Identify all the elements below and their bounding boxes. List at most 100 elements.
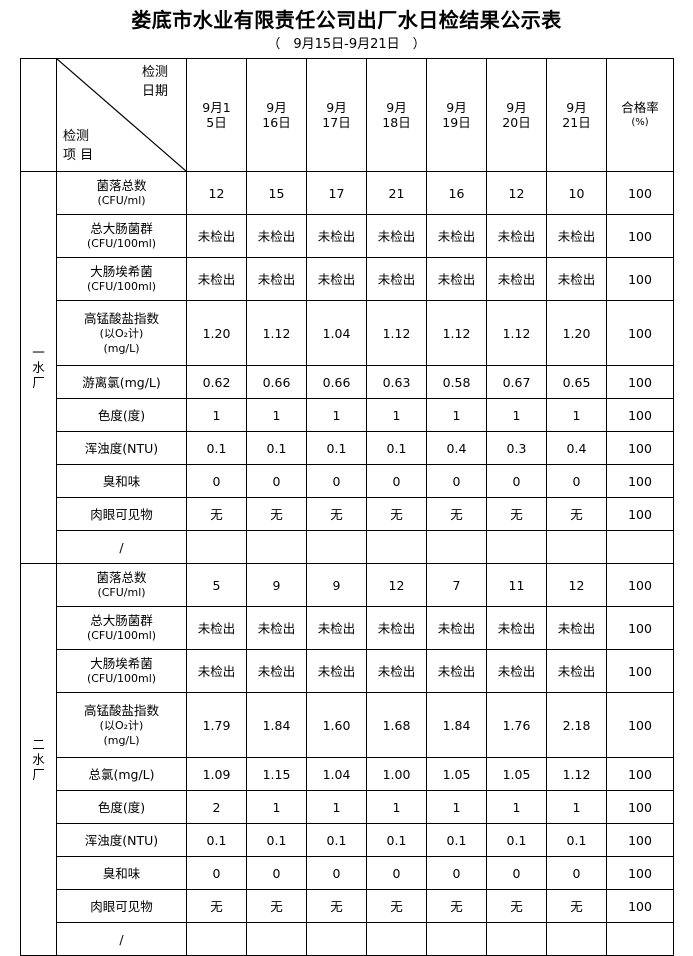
row-item-name-line1: 臭和味 — [102, 865, 141, 881]
row-item-name: 浑浊度(NTU) — [56, 823, 187, 857]
table-row: 肉眼可见物无无无无无无无 100 — [21, 497, 674, 531]
row-value-cell: 1 — [486, 398, 547, 432]
row-value-cell: 未检出 — [546, 606, 607, 650]
row-value-cell: 1 — [186, 398, 247, 432]
row-value-cell: 未检出 — [366, 606, 427, 650]
row-item-name-line2: (以O₂计) — [99, 326, 144, 340]
row-item-name-line1: 肉眼可见物 — [90, 506, 153, 522]
header-date-line2: 19日 — [442, 115, 471, 130]
row-item-name: 臭和味 — [56, 856, 187, 890]
row-value-cell — [306, 530, 367, 564]
row-value-cell: 无 — [246, 889, 307, 923]
row-value-cell: 无 — [546, 497, 607, 531]
row-item-name-line1: 大肠埃希菌 — [90, 656, 153, 671]
row-value-cell: 未检出 — [186, 649, 247, 693]
header-date-col-6: 9月 20日 — [486, 58, 547, 172]
row-value-cell: 0.66 — [246, 365, 307, 399]
row-value-cell: 0 — [246, 856, 307, 890]
row-pass-rate-cell — [606, 922, 674, 956]
row-value-cell: 0.1 — [246, 431, 307, 465]
row-value-cell: 未检出 — [306, 214, 367, 258]
row-value-cell: 无 — [486, 889, 547, 923]
row-item-name-line1: 浑浊度(NTU) — [84, 832, 159, 848]
row-pass-rate-cell: 100 — [606, 464, 674, 498]
row-value-cell: 1 — [546, 398, 607, 432]
row-value-cell: 0.1 — [366, 823, 427, 857]
row-value-cell — [426, 922, 487, 956]
row-value-cell: 未检出 — [186, 214, 247, 258]
row-item-name-line1: 游离氯(mg/L) — [82, 374, 161, 390]
row-value-cell — [546, 922, 607, 956]
table-row: 高锰酸盐指数 (以O₂计) (mg/L) 1.79 1.84 1.60 1.68 1.84 1.… — [21, 692, 674, 758]
row-value-cell: 9 — [306, 563, 367, 607]
row-pass-rate-cell: 100 — [606, 398, 674, 432]
water-quality-table: 检测 日期 检测项 目 9月1 5日 9月 16日 9月 17日 9月 18日 9月 19日 9月 20日 9… — [20, 58, 674, 956]
row-value-cell: 1.00 — [366, 757, 427, 791]
row-value-cell: 未检出 — [486, 214, 547, 258]
row-value-cell: 未检出 — [306, 257, 367, 301]
row-value-cell: 无 — [426, 497, 487, 531]
row-item-name: 总氯(mg/L) — [56, 757, 187, 791]
table-header-row: 检测 日期 检测项 目 9月1 5日 9月 16日 9月 17日 9月 18日 9月 19日 9月 20日 9… — [20, 58, 674, 172]
header-date-line2: 21日 — [562, 115, 591, 130]
header-date-line1: 9月 — [566, 100, 587, 115]
row-value-cell: 0 — [546, 464, 607, 498]
plant-label-char: 厂 — [32, 375, 45, 390]
row-value-cell: 1.20 — [186, 300, 247, 366]
row-value-cell: 1.04 — [306, 300, 367, 366]
row-value-cell: 12 — [486, 171, 547, 215]
row-item-name-line2: (CFU/100ml) — [86, 280, 157, 293]
table-row: 色度(度) 2 1 1 1 1 1 1 100 — [21, 790, 674, 824]
table-row: 大肠埃希菌 (CFU/100ml) 未检出 未检出 未检出 未检出 未检出 未检出 未检出 100 — [21, 649, 674, 693]
header-date-line2: 5日 — [206, 115, 227, 130]
row-pass-rate-cell — [606, 530, 674, 564]
row-value-cell: 0 — [366, 856, 427, 890]
table-row: / — [21, 922, 674, 956]
header-date-col-3: 9月 17日 — [306, 58, 367, 172]
header-pass-rate-label: 合格率 — [621, 100, 659, 115]
header-corner-diagonal-cell: 检测 日期 检测项 目 — [56, 58, 187, 172]
header-date-line1: 9月1 — [202, 100, 231, 115]
header-date-line1: 9月 — [326, 100, 347, 115]
row-value-cell: 无 — [426, 889, 487, 923]
header-date-line2: 16日 — [262, 115, 291, 130]
header-date-line2: 20日 — [502, 115, 531, 130]
row-value-cell — [426, 530, 487, 564]
row-item-name-line1: 臭和味 — [102, 473, 141, 489]
row-value-cell: 2 — [186, 790, 247, 824]
header-date-line2: 17日 — [322, 115, 351, 130]
row-value-cell: 1.15 — [246, 757, 307, 791]
row-value-cell: 1.79 — [186, 692, 247, 758]
date-range-subtitle: （ 9月15日-9月21日 ） — [267, 37, 426, 52]
row-value-cell: 未检出 — [426, 257, 487, 301]
table-row: 浑浊度(NTU) 0.1 0.1 0.1 0.1 0.4 0.3 0.4 100 — [21, 431, 674, 465]
plant-label-char: 水 — [32, 752, 45, 767]
table-row: 色度(度) 1 1 1 1 1 1 1 100 — [21, 398, 674, 432]
row-value-cell: 0.3 — [486, 431, 547, 465]
table-row: / — [21, 530, 674, 564]
row-item-name: 大肠埃希菌 (CFU/100ml) — [56, 649, 187, 693]
row-item-name-line2: (CFU/100ml) — [86, 629, 157, 642]
row-value-cell: 11 — [486, 563, 547, 607]
row-value-cell: 1.09 — [186, 757, 247, 791]
row-value-cell: 16 — [426, 171, 487, 215]
row-item-name-line1: / — [119, 539, 124, 555]
row-value-cell: 无 — [306, 497, 367, 531]
row-value-cell: 1 — [306, 398, 367, 432]
row-item-name: 浑浊度(NTU) — [56, 431, 187, 465]
row-value-cell: 1.04 — [306, 757, 367, 791]
row-pass-rate-cell: 100 — [606, 365, 674, 399]
row-pass-rate-cell: 100 — [606, 692, 674, 758]
table-row: 大肠埃希菌 (CFU/100ml) 未检出 未检出 未检出 未检出 未检出 未检出 未检出 100 — [21, 257, 674, 301]
row-value-cell: 12 — [546, 563, 607, 607]
row-value-cell — [366, 530, 427, 564]
plant-label-1: 一水厂 — [20, 171, 57, 564]
header-date-line1: 9月 — [506, 100, 527, 115]
row-value-cell: 0.4 — [426, 431, 487, 465]
row-value-cell: 未检出 — [306, 649, 367, 693]
row-value-cell: 无 — [366, 889, 427, 923]
row-value-cell — [186, 530, 247, 564]
row-item-name: 高锰酸盐指数 (以O₂计) (mg/L) — [56, 692, 187, 758]
row-value-cell: 未检出 — [426, 214, 487, 258]
row-item-name-line1: 色度(度) — [97, 407, 146, 423]
